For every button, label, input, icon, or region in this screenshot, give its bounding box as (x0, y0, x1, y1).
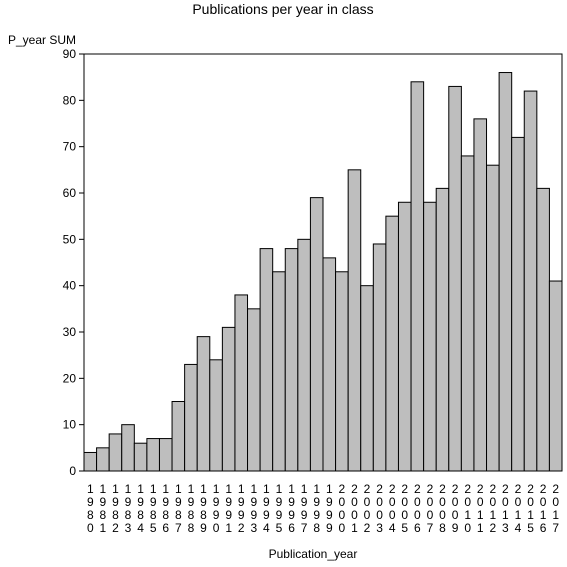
bar-2005 (397, 201, 412, 472)
bar-1987 (171, 401, 186, 472)
bar-1994 (259, 248, 274, 472)
bar-1989 (196, 336, 211, 472)
bars-group (83, 72, 563, 472)
bar-2013 (498, 72, 513, 472)
y-tick-label: 40 (63, 279, 77, 293)
bar-1984 (133, 442, 148, 472)
bar-2017 (548, 280, 563, 472)
bar-1996 (284, 248, 299, 472)
bar-2015 (523, 90, 538, 472)
bar-1992 (234, 294, 249, 472)
x-axis-label: Publication_year (269, 547, 358, 561)
y-tick-label: 0 (69, 464, 76, 478)
bar-2006 (410, 81, 425, 472)
bar-2016 (536, 187, 550, 472)
bar-1995 (272, 271, 286, 472)
y-tick-label: 30 (63, 325, 77, 339)
bar-2002 (360, 285, 374, 472)
bar-1997 (297, 238, 311, 472)
y-axis-label: P_year SUM (8, 33, 76, 47)
bar-1991 (221, 326, 236, 472)
y-tick-label: 10 (63, 418, 77, 432)
bar-2014 (511, 136, 525, 472)
bar-2012 (486, 164, 500, 472)
y-tick-label: 20 (63, 371, 77, 385)
bar-1983 (121, 424, 135, 472)
bar-1981 (96, 447, 110, 472)
bar-2004 (385, 215, 399, 472)
bar-2003 (372, 243, 387, 472)
y-tick-label: 90 (63, 47, 77, 61)
x-axis: 1 9 8 0 1 9 8 1 1 9 8 2 1 9 8 3 1 9 8 4 1 9 8 5 1 9 8 6 1 9 8 7 1 9 8 8 1 9 8 9… (87, 482, 559, 535)
bar-1999 (322, 257, 337, 472)
bar-2011 (473, 118, 488, 472)
bar-1982 (108, 433, 123, 472)
bar-2010 (460, 155, 475, 472)
y-axis: 0 10 20 30 40 50 60 70 80 90 (63, 47, 84, 478)
bar-2008 (435, 187, 450, 472)
y-tick-label: 50 (63, 232, 77, 246)
bar-2000 (335, 271, 349, 472)
y-tick-label: 80 (63, 93, 77, 107)
chart-title: Publications per year in class (192, 1, 373, 17)
bar-1993 (247, 308, 261, 472)
y-tick-label: 70 (63, 140, 77, 154)
bar-2009 (448, 85, 462, 472)
bar-1986 (158, 438, 173, 472)
plot-frame (83, 53, 563, 472)
bar-1988 (184, 363, 198, 472)
bar-1990 (209, 359, 223, 472)
bar-2001 (347, 169, 362, 472)
y-tick-label: 60 (63, 186, 77, 200)
bar-1980 (83, 451, 98, 472)
bar-1985 (146, 438, 160, 472)
bar-1998 (309, 197, 324, 472)
bar-2007 (423, 201, 437, 472)
